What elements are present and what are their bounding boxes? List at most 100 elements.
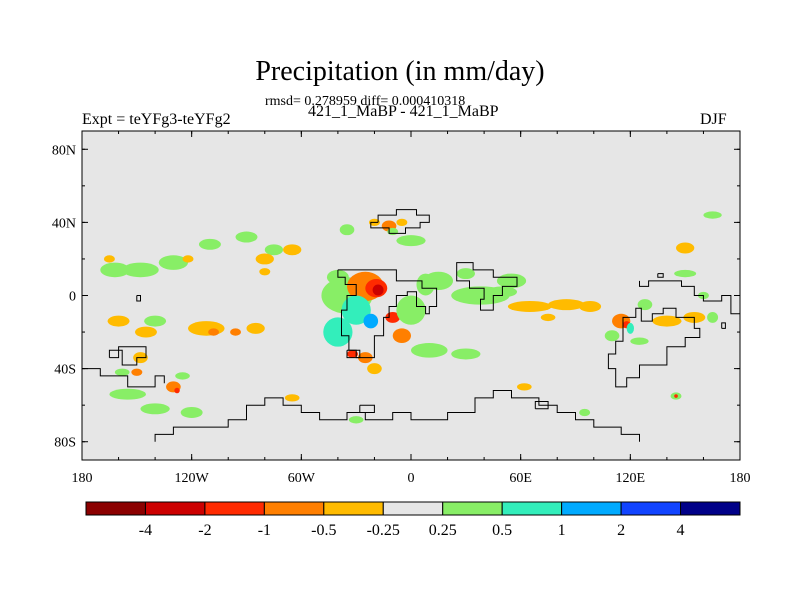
colorbar-label: -1 bbox=[258, 522, 271, 539]
anomaly-patch bbox=[540, 313, 556, 322]
anomaly-patch bbox=[246, 322, 265, 334]
coastline bbox=[346, 349, 361, 359]
colorbar-swatch bbox=[323, 501, 384, 516]
coastline bbox=[359, 404, 375, 413]
anomaly-patch bbox=[372, 284, 384, 296]
coastline bbox=[456, 262, 518, 311]
x-tick-label: 0 bbox=[408, 471, 415, 486]
anomaly-patch bbox=[208, 328, 220, 336]
anomaly-patch bbox=[323, 317, 353, 347]
anomaly-patch bbox=[451, 348, 481, 360]
anomaly-patch bbox=[341, 295, 371, 325]
anomaly-patch bbox=[339, 224, 355, 236]
anomaly-patch bbox=[283, 244, 302, 256]
x-tick-label: 60W bbox=[288, 471, 316, 486]
colorbar-swatch bbox=[561, 501, 622, 516]
anomaly-patch bbox=[174, 387, 180, 394]
colorbar-swatch bbox=[85, 501, 146, 516]
coastline bbox=[154, 390, 640, 442]
x-tick-label: 180 bbox=[72, 471, 93, 486]
coastline bbox=[136, 295, 141, 302]
coastline bbox=[337, 269, 438, 359]
x-axis: 180 120W 60W 0 60E 120E 180 bbox=[72, 131, 751, 486]
coastline bbox=[657, 273, 664, 278]
anomaly-patch bbox=[396, 218, 408, 227]
anomaly-patch bbox=[109, 388, 146, 400]
chart-subtitle: rmsd= 0.278959 diff= 0.000410318 bbox=[265, 94, 466, 109]
anomaly-patch bbox=[235, 231, 258, 243]
anomaly-patch bbox=[604, 330, 620, 342]
x-tick-label: 60E bbox=[509, 471, 532, 486]
anomaly-patch bbox=[396, 295, 426, 325]
coastline bbox=[108, 346, 147, 366]
x-tick-label: 180 bbox=[730, 471, 751, 486]
y-tick-label: 0 bbox=[69, 290, 76, 305]
anomaly-patch bbox=[707, 311, 719, 323]
anomaly-patch bbox=[114, 368, 130, 376]
anomaly-patch bbox=[107, 315, 130, 327]
anomaly-patch bbox=[411, 343, 448, 358]
y-tick-label: 80S bbox=[54, 436, 76, 451]
colorbar-swatch bbox=[382, 501, 444, 516]
colorbar-swatch bbox=[144, 501, 206, 516]
x-tick-label: 120E bbox=[616, 471, 646, 486]
anomaly-patch bbox=[392, 328, 411, 344]
anomaly-patch bbox=[144, 315, 167, 327]
anomaly-patch bbox=[363, 313, 379, 329]
colorbar-label: -0.25 bbox=[367, 522, 400, 539]
anomaly-patch bbox=[517, 383, 532, 391]
colorbar-swatch bbox=[501, 501, 563, 516]
coastline bbox=[82, 368, 165, 388]
plot-background bbox=[82, 131, 740, 460]
anomaly-patch bbox=[188, 321, 225, 336]
chart-title: Precipitation (in mm/day) bbox=[255, 56, 545, 87]
coastline bbox=[370, 209, 430, 234]
anomaly-patch bbox=[456, 268, 475, 280]
anomaly-patch bbox=[674, 394, 678, 398]
colorbar-swatch bbox=[680, 501, 741, 516]
left-label: Expt = teYFg3-teYFg2 bbox=[82, 111, 231, 128]
anomaly-patch bbox=[676, 242, 695, 254]
coastline bbox=[534, 401, 549, 410]
anomaly-patch bbox=[182, 255, 194, 263]
y-tick-label: 40S bbox=[54, 363, 76, 378]
colorbar-swatch bbox=[204, 501, 265, 516]
colorbar-label: 0.5 bbox=[492, 522, 512, 539]
anomaly-patch bbox=[548, 299, 585, 311]
coastline-layer bbox=[82, 209, 740, 442]
colorbar-label: -4 bbox=[139, 522, 152, 539]
coastline bbox=[721, 322, 726, 329]
anomaly-patch bbox=[703, 211, 722, 219]
colorbar-label: 1 bbox=[558, 522, 566, 539]
anomaly-patch bbox=[140, 403, 170, 415]
anomaly-patch bbox=[367, 363, 382, 375]
anomaly-patch bbox=[198, 238, 221, 250]
anomaly-patch bbox=[180, 406, 203, 418]
anomaly-patch bbox=[347, 350, 358, 358]
anomaly-patch bbox=[630, 337, 649, 345]
anomaly-patch bbox=[158, 255, 189, 270]
anomaly-layer bbox=[100, 211, 722, 424]
center-label: 421_1_MaBP - 421_1_MaBP bbox=[308, 103, 499, 120]
y-tick-label: 40N bbox=[52, 216, 76, 231]
anomaly-patch bbox=[579, 300, 602, 312]
anomaly-patch bbox=[674, 269, 697, 278]
anomaly-patch bbox=[103, 255, 115, 263]
colorbar-swatch bbox=[620, 501, 682, 516]
right-label: DJF bbox=[700, 111, 727, 128]
colorbar-label: 4 bbox=[677, 522, 685, 539]
anomaly-patch bbox=[255, 253, 274, 265]
anomaly-patch bbox=[284, 394, 300, 402]
anomaly-patch bbox=[579, 408, 591, 417]
anomaly-patch bbox=[652, 315, 682, 327]
anomaly-patch bbox=[396, 235, 426, 247]
anomaly-patch bbox=[637, 299, 653, 311]
colorbar-label: -2 bbox=[198, 522, 211, 539]
y-axis: 80N 40N 0 40S 80S bbox=[52, 143, 740, 451]
colorbar-label: 0.25 bbox=[429, 522, 457, 539]
colorbar-swatch bbox=[263, 501, 325, 516]
anomaly-patch bbox=[423, 271, 454, 291]
colorbar: -4 -2 -1 -0.5 -0.25 0.25 0.5 1 2 4 bbox=[85, 501, 741, 539]
anomaly-patch bbox=[507, 300, 552, 312]
